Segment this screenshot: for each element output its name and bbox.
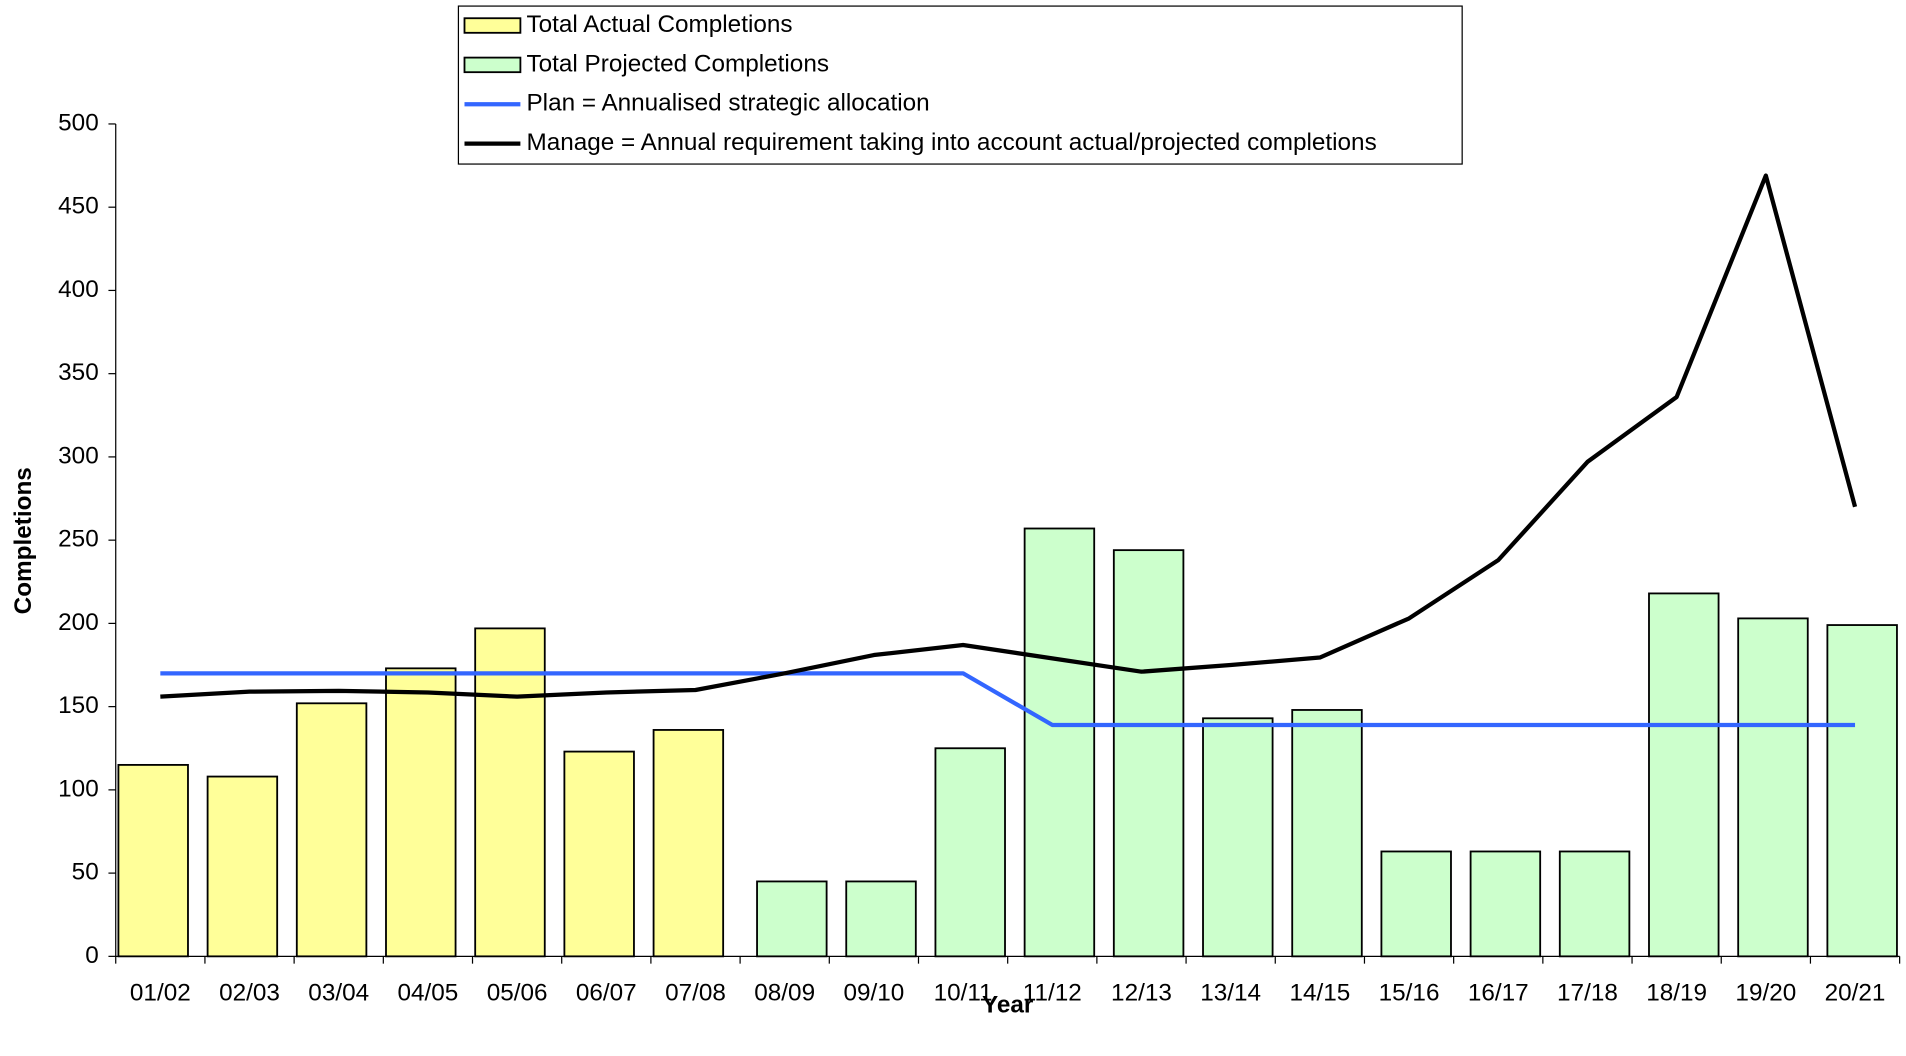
x-tick-label: 07/08 — [665, 979, 726, 1006]
x-tick-label: 10/11 — [934, 979, 993, 1006]
bar — [934, 747, 1006, 958]
y-tick-label: 50 — [72, 859, 99, 886]
x-tick-label: 02/03 — [219, 979, 280, 1006]
x-tick-label: 13/14 — [1200, 979, 1261, 1006]
y-tick-label: 150 — [58, 692, 99, 719]
bar — [385, 667, 457, 958]
y-tick-label: 250 — [58, 526, 99, 553]
bar — [206, 775, 279, 958]
y-tick-label: 350 — [58, 359, 99, 386]
bar — [1469, 850, 1542, 958]
x-tick-label: 04/05 — [398, 979, 459, 1006]
legend-label: Total Actual Completions — [526, 11, 792, 38]
bar — [1380, 850, 1452, 958]
bar — [756, 880, 828, 958]
y-tick-label: 100 — [58, 775, 99, 802]
bar — [1826, 624, 1898, 958]
legend-box — [457, 5, 1463, 165]
x-tick-label: 19/20 — [1735, 979, 1796, 1006]
x-tick-label: 15/16 — [1379, 979, 1440, 1006]
x-tick-label: 03/04 — [308, 979, 369, 1006]
legend-label: Total Projected Completions — [526, 50, 829, 77]
bar — [295, 702, 368, 958]
bar — [1023, 527, 1096, 958]
bar — [117, 763, 189, 958]
bar — [1202, 717, 1274, 958]
legend-swatch — [463, 17, 522, 34]
legend-label: Manage = Annual requirement taking into … — [526, 129, 1376, 156]
x-tick-label: 11/12 — [1023, 979, 1082, 1006]
y-tick-label: 0 — [85, 942, 99, 969]
bar — [1737, 617, 1809, 958]
bar — [1112, 549, 1185, 958]
bar — [1648, 592, 1720, 958]
x-axis-label: Year — [982, 992, 1034, 1019]
legend-label: Plan = Annualised strategic allocation — [526, 90, 929, 117]
x-tick-label: 12/13 — [1111, 979, 1172, 1006]
x-tick-label: 06/07 — [576, 979, 637, 1006]
y-tick-label: 300 — [58, 442, 99, 469]
x-tick-label: 14/15 — [1289, 979, 1350, 1006]
line-series — [160, 671, 1856, 728]
x-tick-label: 08/09 — [754, 979, 815, 1006]
x-tick-label: 05/06 — [487, 979, 548, 1006]
bar — [474, 627, 546, 958]
x-tick-label: 18/19 — [1646, 979, 1707, 1006]
x-tick-label: 17/18 — [1557, 979, 1618, 1006]
y-axis-label: Completions — [10, 467, 37, 614]
x-tick-label: 01/02 — [130, 979, 191, 1006]
line-series — [160, 173, 1858, 699]
bar — [845, 880, 917, 958]
x-tick-label: 20/21 — [1825, 979, 1886, 1006]
bar — [1291, 709, 1363, 958]
x-tick-label: 16/17 — [1468, 979, 1529, 1006]
y-tick-label: 450 — [58, 193, 99, 220]
bar — [1558, 850, 1631, 958]
bar — [563, 750, 635, 958]
bar — [652, 729, 725, 958]
y-tick-label: 200 — [58, 609, 99, 636]
y-tick-label: 500 — [58, 109, 99, 136]
legend-swatch — [463, 56, 522, 74]
x-tick-label: 09/10 — [843, 979, 904, 1006]
y-tick-label: 400 — [58, 276, 99, 303]
